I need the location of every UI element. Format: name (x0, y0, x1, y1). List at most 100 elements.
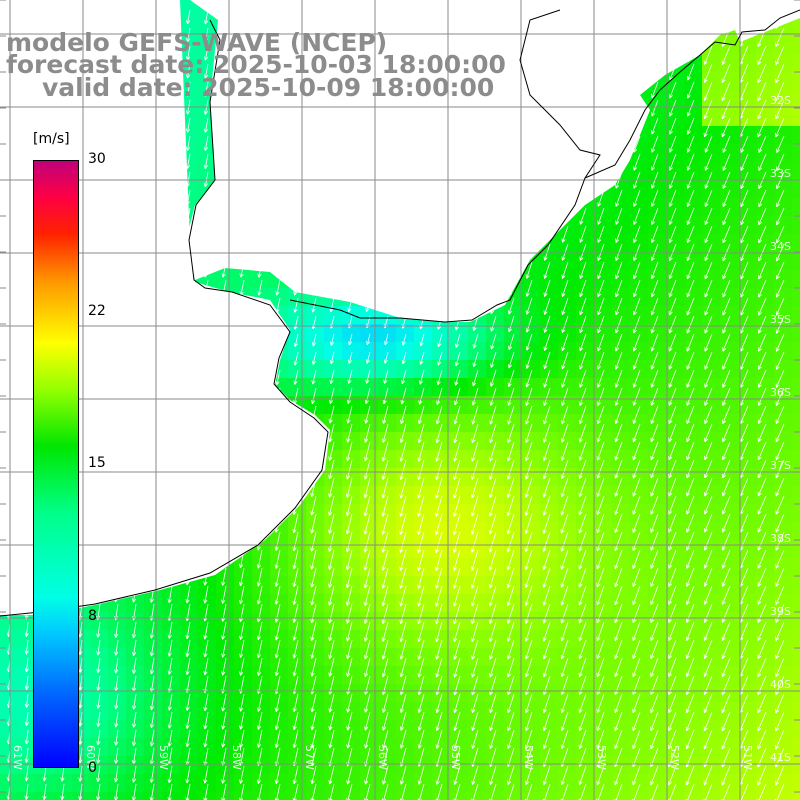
wind-cell (198, 792, 217, 800)
wind-cell (342, 738, 361, 757)
wind-cell (522, 270, 541, 289)
wind-cell (720, 270, 739, 289)
wind-cell (648, 432, 667, 451)
wind-cell (594, 306, 613, 325)
wind-cell (558, 648, 577, 667)
latitude-label: 37S (770, 459, 791, 472)
wind-cell (324, 522, 343, 541)
wind-cell (486, 360, 505, 379)
wind-cell (180, 594, 199, 613)
wind-cell (540, 414, 559, 433)
wind-cell (558, 756, 577, 775)
wind-cell (630, 738, 649, 757)
wind-cell (522, 576, 541, 595)
wind-cell (90, 666, 109, 685)
wind-cell (630, 378, 649, 397)
wind-cell (414, 594, 433, 613)
wind-cell (612, 504, 631, 523)
wind-cell (288, 540, 307, 559)
wind-cell (522, 594, 541, 613)
wind-cell (540, 342, 559, 361)
wind-cell (468, 432, 487, 451)
wind-cell (468, 396, 487, 415)
wind-cell (450, 756, 469, 775)
wind-cell (450, 774, 469, 793)
wind-cell (504, 684, 523, 703)
wind-cell (648, 792, 667, 800)
wind-cell (612, 306, 631, 325)
wind-cell (396, 540, 415, 559)
wind-cell (324, 306, 343, 325)
wind-cell (342, 450, 361, 469)
wind-cell (342, 468, 361, 487)
wind-cell (648, 468, 667, 487)
wind-cell (486, 396, 505, 415)
wind-cell (648, 234, 667, 253)
longitude-label: 51W (741, 745, 754, 770)
wind-cell (180, 774, 199, 793)
wind-cell (738, 306, 757, 325)
wind-cell (252, 720, 271, 739)
wind-cell (540, 396, 559, 415)
wind-cell (486, 684, 505, 703)
wind-cell (252, 738, 271, 757)
wind-cell (540, 756, 559, 775)
wind-cell (378, 540, 397, 559)
wind-cell (648, 720, 667, 739)
wind-cell (774, 180, 793, 199)
wind-cell (306, 396, 325, 415)
wind-cell (558, 234, 577, 253)
wind-cell (360, 648, 379, 667)
wind-cell (306, 540, 325, 559)
wind-cell (0, 792, 19, 800)
wind-cell (792, 378, 800, 397)
wind-cell (198, 630, 217, 649)
wind-cell (432, 486, 451, 505)
wind-cell (216, 594, 235, 613)
wind-cell (414, 414, 433, 433)
wind-cell (540, 630, 559, 649)
wind-cell (558, 504, 577, 523)
wind-cell (612, 324, 631, 343)
wind-cell (342, 360, 361, 379)
wind-cell (684, 108, 703, 127)
wind-cell (666, 144, 685, 163)
wind-cell (594, 378, 613, 397)
wind-cell (18, 612, 37, 631)
wind-cell (450, 486, 469, 505)
wind-cell (252, 612, 271, 631)
wind-cell (18, 756, 37, 775)
wind-cell (360, 486, 379, 505)
wind-cell (540, 612, 559, 631)
wind-cell (360, 306, 379, 325)
wind-cell (666, 576, 685, 595)
colorbar-tick-15: 15 (88, 455, 106, 471)
wind-cell (162, 756, 181, 775)
wind-cell (108, 702, 127, 721)
wind-cell (486, 738, 505, 757)
wind-cell (612, 576, 631, 595)
wind-cell (414, 504, 433, 523)
wind-cell (702, 180, 721, 199)
wind-cell (360, 360, 379, 379)
wind-cell (378, 558, 397, 577)
wind-cell (522, 378, 541, 397)
wind-cell (594, 612, 613, 631)
wind-cell (216, 666, 235, 685)
wind-cell (126, 684, 145, 703)
wind-cell (522, 414, 541, 433)
wind-cell (558, 684, 577, 703)
wind-cell (612, 774, 631, 793)
wind-cell (342, 540, 361, 559)
wind-cell (702, 792, 721, 800)
wind-cell (666, 72, 685, 91)
wind-cell (666, 342, 685, 361)
wind-cell (594, 738, 613, 757)
longitude-label: 52W (668, 745, 681, 770)
wind-cell (432, 522, 451, 541)
wind-cell (270, 774, 289, 793)
wind-cell (378, 648, 397, 667)
wind-cell (648, 648, 667, 667)
wind-cell (756, 144, 775, 163)
wind-cell (792, 162, 800, 181)
